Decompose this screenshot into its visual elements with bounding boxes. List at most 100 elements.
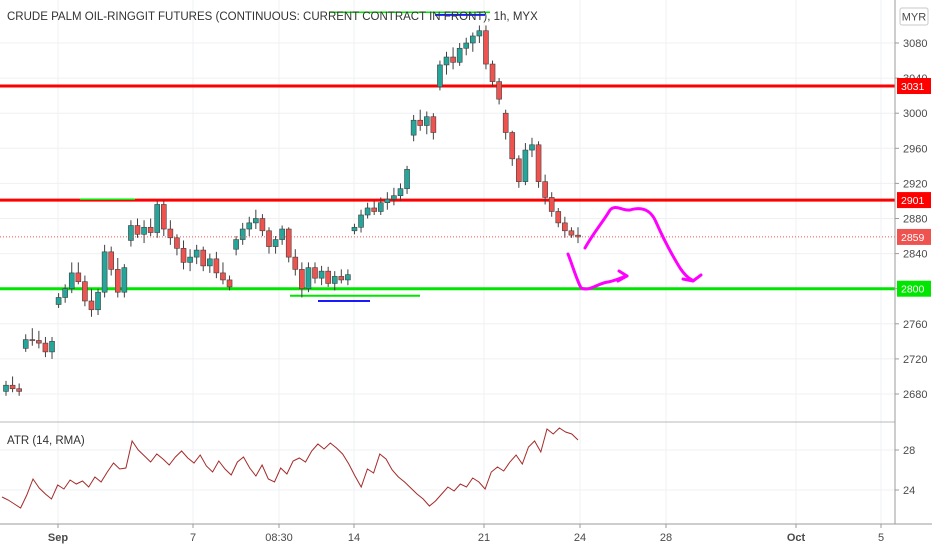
candle-body (483, 30, 489, 65)
candle (397, 183, 404, 201)
price-tick-label: 3000 (903, 108, 927, 120)
candle-body (568, 230, 575, 236)
candle (509, 130, 516, 166)
atr-tick-label: 24 (903, 485, 915, 497)
atr-axis[interactable]: 24 28 (895, 445, 915, 497)
candle (187, 249, 193, 272)
candle-body (75, 272, 82, 282)
candle (253, 209, 259, 230)
candle (555, 207, 562, 228)
atr-tick-label: 28 (903, 445, 915, 457)
candle (489, 60, 496, 87)
candle-body (36, 340, 42, 344)
time-tick-label: 14 (348, 532, 360, 544)
candle (128, 220, 134, 247)
candle (417, 109, 424, 131)
price-tick-label: 2720 (903, 354, 927, 366)
candle-body (128, 225, 134, 241)
candle (272, 236, 279, 254)
chart-title: CRUDE PALM OIL-RINGGIT FUTURES (CONTINUO… (7, 11, 538, 23)
projection-drawing (566, 206, 703, 291)
candle-body (272, 239, 279, 247)
candle (345, 269, 351, 286)
candle (331, 271, 338, 291)
candle-body (371, 207, 377, 212)
candle (239, 222, 246, 245)
candle-body (253, 218, 259, 224)
time-tick-label: 24 (574, 532, 586, 544)
candle-body (207, 258, 213, 267)
candle-body (239, 228, 246, 240)
candle-body (338, 276, 345, 281)
candle-body (345, 274, 351, 281)
candle-body (331, 276, 338, 284)
candle-body (529, 144, 535, 151)
projection-lower-path (566, 252, 629, 291)
candle (121, 264, 128, 298)
candle (180, 240, 187, 270)
candle (502, 109, 509, 140)
candle (377, 197, 384, 215)
candle-body (364, 207, 371, 216)
candle (213, 251, 220, 279)
candle (101, 244, 108, 298)
candle (82, 275, 88, 307)
candle-body (108, 251, 114, 270)
candle-body (292, 256, 299, 270)
candle-body (410, 119, 417, 136)
candle (233, 236, 239, 256)
time-tick-label: 5 (878, 532, 884, 544)
price-tick-label: 3080 (903, 38, 927, 50)
candle-body (397, 188, 404, 196)
candle (391, 187, 397, 206)
price-badge (897, 228, 931, 245)
candle-body (187, 256, 193, 263)
candle (575, 227, 581, 244)
candle-body (437, 64, 443, 88)
candle-body (55, 297, 62, 305)
candle-body (509, 132, 516, 160)
candle (75, 262, 82, 285)
marker-lines (80, 11, 490, 302)
candle (312, 262, 318, 284)
candle (220, 262, 226, 285)
candle (470, 32, 476, 52)
candle-body (101, 251, 108, 293)
candle (542, 174, 548, 205)
candle (535, 141, 542, 188)
candle-body (141, 226, 147, 235)
candle (292, 249, 299, 276)
price-tick-label: 2920 (903, 178, 927, 190)
candle-body (299, 269, 305, 289)
candlestick-series[interactable] (3, 25, 581, 396)
candle (443, 51, 450, 75)
candle-body (417, 119, 424, 126)
candle-body (167, 228, 174, 239)
candle-body (476, 30, 483, 37)
candle-body (246, 222, 253, 230)
price-badge (897, 192, 931, 209)
candle (29, 328, 36, 346)
candle-body (542, 181, 548, 198)
candle (207, 253, 213, 273)
candle (9, 376, 16, 393)
currency-box[interactable] (899, 7, 929, 26)
candle-body (174, 237, 180, 249)
price-badges: 3031 2901 2800 2859 (897, 77, 931, 297)
currency-label: MYR (902, 12, 927, 24)
candle (404, 165, 410, 194)
candle-body (423, 116, 430, 126)
candle (522, 143, 529, 186)
candle (55, 293, 62, 309)
candle (114, 257, 121, 298)
candle-body (259, 218, 266, 232)
time-axis[interactable]: Sep 7 08:30 14 21 24 28 Oct 5 (48, 524, 884, 544)
candle (167, 220, 174, 245)
candle (22, 334, 29, 352)
candle (62, 284, 68, 303)
price-badge-label: 2859 (901, 232, 925, 244)
candle-body (404, 169, 410, 189)
candle-body (279, 228, 285, 240)
candle (147, 218, 154, 237)
